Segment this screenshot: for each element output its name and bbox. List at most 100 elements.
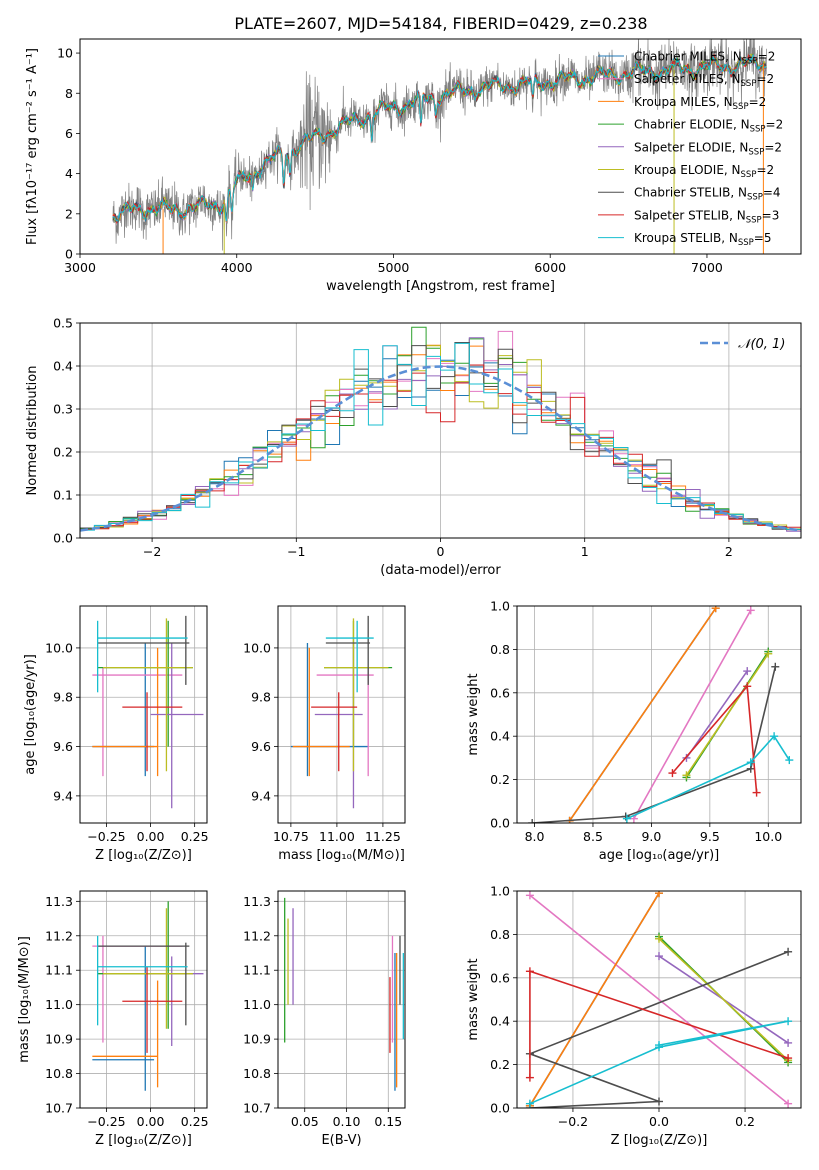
y-axis-label: age [log₁₀(age/yr)]: [23, 654, 38, 775]
x-tick-label: −1: [287, 544, 305, 559]
weight-line: [529, 894, 789, 1105]
y-tick-label: 4: [65, 166, 73, 181]
legend-value: =2: [756, 163, 774, 177]
x-tick-label: 3000: [64, 260, 96, 275]
y-tick-label: 11.0: [243, 997, 271, 1012]
axes-frame: [277, 605, 406, 824]
x-tick-label: 4000: [221, 260, 253, 275]
axes-frame: [79, 38, 802, 255]
y-tick-label: 0.1: [53, 488, 73, 503]
y-tick-label: 10.8: [243, 1066, 271, 1081]
y-tick-label: 0.2: [490, 1057, 510, 1072]
weight-line: [658, 938, 789, 1061]
x-tick-label: 0.00: [137, 1114, 165, 1129]
plot-area: [525, 891, 793, 1108]
x-tick-label: 0.25: [181, 829, 209, 844]
x-tick-label: 10.0: [754, 829, 782, 844]
legend-label: Chabrier MILES, NSSP=2: [634, 50, 775, 67]
plot-area: [92, 615, 204, 809]
weight-line: [568, 607, 717, 822]
x-tick-label: −2: [143, 544, 161, 559]
y-axis-label: Flux [fλ10⁻¹⁷ erg cm⁻² s⁻¹ A⁻¹]: [25, 48, 40, 245]
x-tick-label: 0.15: [374, 1114, 402, 1129]
panel-mass_vs_Z: −0.25 0.00 0.25 10.7 10.8 10.9 11.0 11.1 11.2 11.…: [17, 890, 209, 1148]
x-tick-label: 0.05: [291, 1114, 319, 1129]
y-tick-label: 9.8: [53, 690, 73, 705]
normal-curve: [80, 365, 801, 532]
plot-area: [528, 606, 794, 823]
y-tick-label: 11.1: [45, 963, 73, 978]
x-tick-label: 11.25: [365, 829, 401, 844]
legend-value: =2: [766, 118, 784, 132]
x-tick-label: 0.2: [735, 1114, 755, 1129]
x-tick-label: 0.0: [649, 1114, 669, 1129]
y-tick-label: 9.6: [53, 739, 73, 754]
axes-frame: [79, 605, 208, 824]
y-tick-label: 0.8: [490, 642, 510, 657]
legend-label: Kroupa MILES, NSSP=2: [634, 95, 766, 112]
y-tick-label: 10.9: [243, 1032, 271, 1047]
y-tick-label: 6: [65, 126, 73, 141]
legend-subscript: SSP: [747, 193, 763, 203]
x-tick-label: 0.25: [181, 1114, 209, 1129]
y-tick-label: 9.4: [251, 788, 271, 803]
x-tick-label: 5000: [378, 260, 410, 275]
weight-line: [626, 734, 790, 820]
axes-frame: [516, 605, 802, 824]
axes-frame: [79, 322, 802, 539]
legend-label: Chabrier STELIB, NSSP=4: [634, 186, 781, 203]
plot-area: [92, 901, 204, 1091]
legend-subscript: SSP: [741, 170, 757, 180]
y-tick-label: 0.0: [490, 1101, 510, 1116]
x-tick-label: −0.25: [87, 1114, 125, 1129]
y-tick-label: 10.0: [243, 640, 271, 655]
y-tick-label: 10.7: [45, 1101, 73, 1116]
plot-area: [112, 39, 767, 254]
legend-subscript: SSP: [738, 238, 754, 248]
y-tick-label: 11.0: [45, 997, 73, 1012]
y-tick-label: 1.0: [490, 599, 510, 614]
legend-value: =2: [756, 72, 774, 86]
y-tick-label: 11.1: [243, 963, 271, 978]
legend-label: Salpeter MILES, NSSP=2: [634, 72, 774, 89]
panel-age_vs_Z: −0.25 0.00 0.25 9.4 9.6 9.8 10.0 Z [log₁₀(Z/Z⊙)…: [23, 605, 209, 863]
legend-value: =2: [764, 140, 782, 154]
weight-line: [529, 892, 660, 1107]
y-tick-label: 9.8: [251, 690, 271, 705]
y-tick-label: 2: [65, 206, 73, 221]
x-tick-label: 8.0: [525, 829, 545, 844]
legend-value: =3: [762, 208, 780, 222]
x-axis-label: Z [log₁₀(Z/Z⊙)]: [95, 1133, 192, 1148]
axes-frame: [79, 890, 208, 1109]
y-tick-label: 11.2: [45, 928, 73, 943]
y-axis-label: Normed distribution: [25, 366, 40, 496]
x-tick-label: 0: [437, 544, 445, 559]
x-tick-label: 1: [581, 544, 589, 559]
y-tick-label: 0: [65, 247, 73, 262]
plot-area: [80, 326, 801, 532]
x-tick-label: 10.75: [273, 829, 309, 844]
legend-subscript: SSP: [742, 57, 758, 67]
y-tick-label: 0.6: [490, 970, 510, 985]
weight-line: [527, 951, 789, 1108]
x-axis-label: (data-model)/error: [380, 563, 501, 578]
y-tick-label: 0.4: [53, 359, 73, 374]
legend-value: =2: [749, 95, 767, 109]
axes-frame: [277, 890, 406, 1109]
y-tick-label: 0.3: [53, 402, 73, 417]
y-tick-label: 8: [65, 86, 73, 101]
weight-line: [685, 653, 769, 776]
y-tick-label: 0.4: [490, 729, 510, 744]
weight-line: [685, 670, 748, 759]
y-tick-label: 10.8: [45, 1066, 73, 1081]
y-tick-label: 11.2: [243, 928, 271, 943]
x-tick-label: 8.5: [583, 829, 603, 844]
x-tick-label: 7000: [691, 260, 723, 275]
x-tick-label: 2: [725, 544, 733, 559]
residual-legend: 𝒩(0, 1): [700, 337, 785, 352]
x-tick-label: −0.25: [87, 829, 125, 844]
panel-spectrum: 3000 4000 5000 6000 7000 0 2 4 6 8 10 wavelength [A…: [25, 38, 802, 294]
legend-subscript: SSP: [746, 215, 762, 225]
